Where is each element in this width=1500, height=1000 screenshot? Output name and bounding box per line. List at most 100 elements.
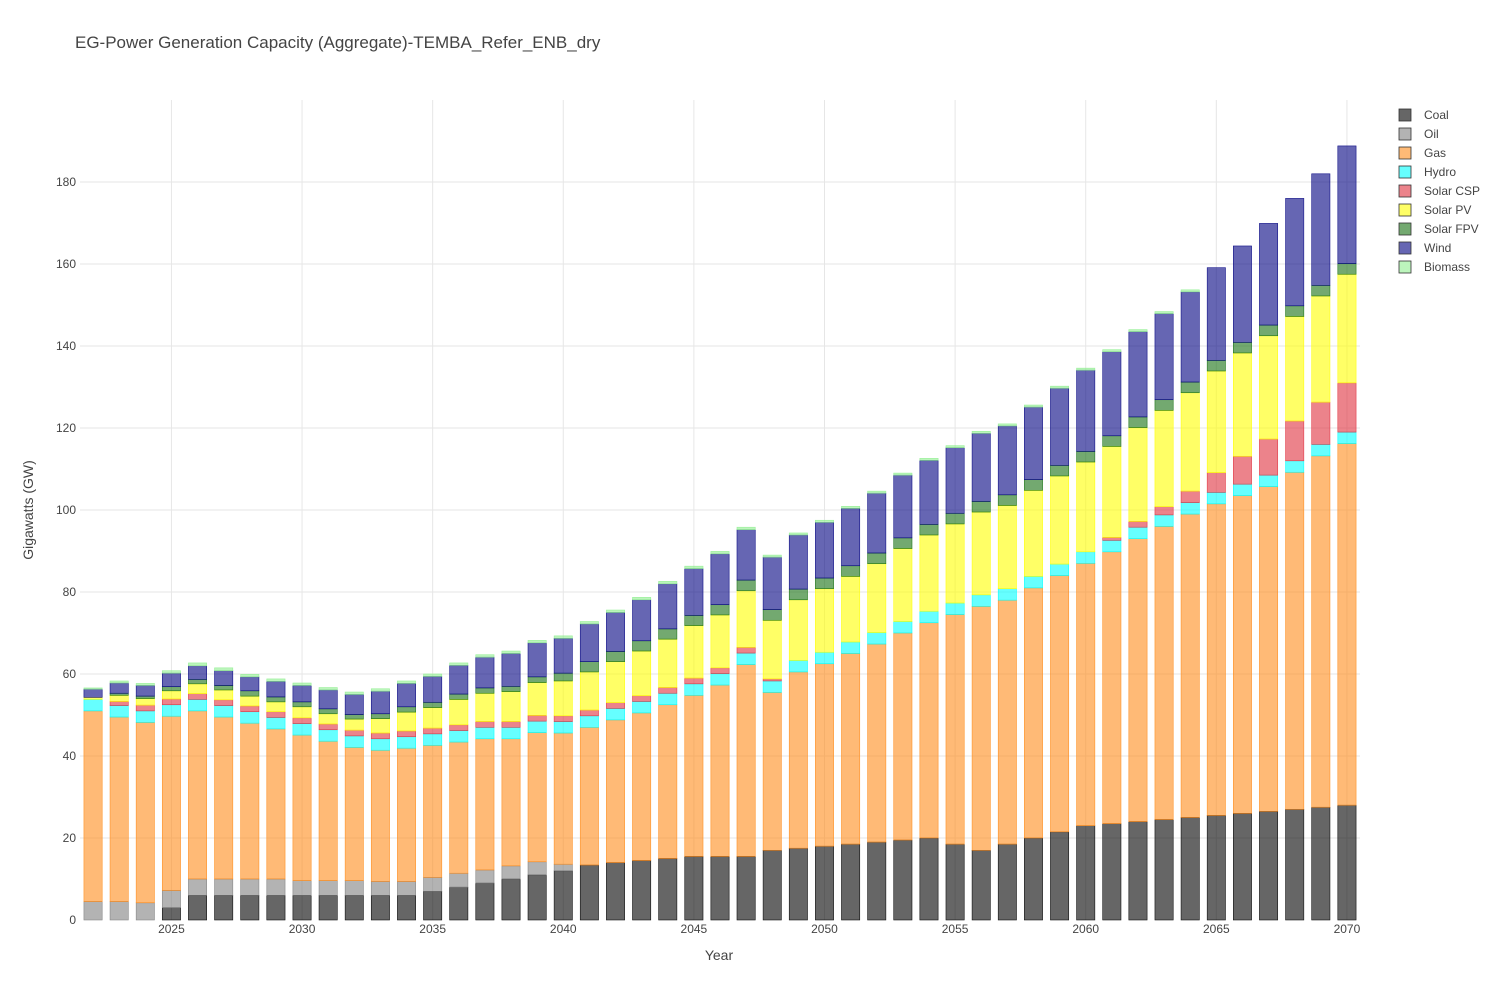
bar-coal-2034[interactable] bbox=[397, 895, 416, 921]
bar-hydro-2045[interactable] bbox=[684, 683, 704, 696]
bar-solar-fpv-2064[interactable] bbox=[1180, 381, 1200, 394]
bar-solar-pv-2058[interactable] bbox=[1024, 490, 1043, 577]
bar-gas-2035[interactable] bbox=[423, 745, 443, 878]
bar-biomass-2026[interactable] bbox=[188, 662, 207, 667]
bar-wind-2060[interactable] bbox=[1076, 369, 1096, 452]
bar-solar-fpv-2032[interactable] bbox=[344, 714, 364, 720]
bar-coal-2060[interactable] bbox=[1076, 825, 1096, 921]
bar-wind-2050[interactable] bbox=[815, 521, 834, 579]
bar-hydro-2036[interactable] bbox=[449, 730, 469, 743]
bar-coal-2044[interactable] bbox=[658, 858, 678, 921]
bar-biomass-2056[interactable] bbox=[971, 430, 991, 434]
bar-solar-pv-2033[interactable] bbox=[370, 718, 390, 734]
bar-wind-2036[interactable] bbox=[449, 665, 469, 695]
bar-solar-csp-2037[interactable] bbox=[475, 721, 495, 728]
bar-solar-csp-2048[interactable] bbox=[762, 678, 782, 682]
bar-oil-2034[interactable] bbox=[397, 881, 416, 896]
bar-wind-2046[interactable] bbox=[710, 553, 730, 606]
bar-solar-fpv-2047[interactable] bbox=[736, 579, 756, 592]
bar-gas-2068[interactable] bbox=[1285, 471, 1305, 810]
bar-solar-pv-2051[interactable] bbox=[841, 576, 861, 643]
bar-oil-2026[interactable] bbox=[188, 878, 207, 896]
bar-coal-2031[interactable] bbox=[318, 895, 338, 921]
bar-biomass-2024[interactable] bbox=[135, 683, 155, 686]
bar-wind-2038[interactable] bbox=[501, 653, 521, 687]
bar-hydro-2055[interactable] bbox=[945, 602, 965, 615]
bar-gas-2056[interactable] bbox=[971, 606, 991, 851]
bar-solar-pv-2036[interactable] bbox=[449, 699, 469, 726]
bar-solar-pv-2049[interactable] bbox=[788, 599, 808, 661]
bar-hydro-2039[interactable] bbox=[527, 720, 547, 733]
bar-solar-csp-2028[interactable] bbox=[240, 705, 260, 713]
bar-biomass-2022[interactable] bbox=[83, 687, 103, 690]
bar-wind-2051[interactable] bbox=[841, 508, 861, 567]
bar-solar-csp-2046[interactable] bbox=[710, 667, 730, 674]
bar-solar-pv-2042[interactable] bbox=[606, 661, 625, 704]
bar-solar-fpv-2065[interactable] bbox=[1206, 360, 1226, 372]
bar-gas-2024[interactable] bbox=[135, 722, 155, 904]
bar-solar-pv-2047[interactable] bbox=[736, 590, 756, 648]
bar-hydro-2043[interactable] bbox=[632, 701, 652, 714]
bar-solar-fpv-2059[interactable] bbox=[1050, 465, 1070, 477]
bar-biomass-2023[interactable] bbox=[109, 680, 129, 684]
bar-biomass-2044[interactable] bbox=[658, 581, 678, 585]
bar-hydro-2035[interactable] bbox=[423, 733, 443, 746]
bar-solar-fpv-2030[interactable] bbox=[292, 701, 312, 708]
bar-solar-csp-2027[interactable] bbox=[214, 699, 234, 706]
bar-solar-pv-2034[interactable] bbox=[397, 711, 416, 732]
bar-biomass-2038[interactable] bbox=[501, 650, 521, 654]
bar-solar-fpv-2041[interactable] bbox=[579, 661, 599, 673]
bar-wind-2023[interactable] bbox=[109, 682, 129, 694]
bar-hydro-2056[interactable] bbox=[971, 594, 991, 607]
bar-biomass-2032[interactable] bbox=[344, 691, 364, 695]
bar-hydro-2023[interactable] bbox=[109, 705, 129, 718]
bar-solar-pv-2054[interactable] bbox=[919, 534, 939, 612]
bar-solar-pv-2064[interactable] bbox=[1180, 392, 1200, 492]
bar-coal-2056[interactable] bbox=[971, 849, 991, 921]
bar-solar-fpv-2023[interactable] bbox=[109, 692, 129, 696]
bar-solar-csp-2032[interactable] bbox=[344, 729, 364, 737]
bar-hydro-2054[interactable] bbox=[919, 610, 939, 624]
bar-hydro-2057[interactable] bbox=[997, 588, 1017, 601]
legend-item-hydro[interactable]: Hydro bbox=[1398, 165, 1456, 179]
bar-gas-2044[interactable] bbox=[658, 704, 678, 859]
bar-oil-2036[interactable] bbox=[449, 872, 469, 888]
bar-solar-fpv-2040[interactable] bbox=[553, 672, 573, 682]
bar-gas-2034[interactable] bbox=[397, 747, 416, 882]
bar-solar-fpv-2026[interactable] bbox=[188, 679, 207, 685]
bar-coal-2048[interactable] bbox=[762, 849, 782, 921]
bar-wind-2045[interactable] bbox=[684, 568, 704, 616]
bar-gas-2030[interactable] bbox=[292, 734, 312, 881]
bar-gas-2064[interactable] bbox=[1180, 513, 1200, 818]
bar-coal-2039[interactable] bbox=[527, 874, 547, 921]
bar-solar-pv-2043[interactable] bbox=[632, 650, 652, 697]
bar-biomass-2036[interactable] bbox=[449, 662, 469, 666]
bar-solar-fpv-2029[interactable] bbox=[266, 696, 286, 703]
bar-biomass-2049[interactable] bbox=[788, 532, 808, 536]
bar-coal-2064[interactable] bbox=[1180, 817, 1200, 921]
bar-wind-2025[interactable] bbox=[161, 672, 181, 688]
bar-solar-pv-2056[interactable] bbox=[971, 511, 991, 596]
bar-solar-pv-2032[interactable] bbox=[344, 718, 364, 731]
bar-coal-2065[interactable] bbox=[1206, 815, 1226, 921]
bar-hydro-2059[interactable] bbox=[1050, 563, 1070, 576]
bar-gas-2025[interactable] bbox=[161, 715, 181, 891]
bar-coal-2052[interactable] bbox=[867, 841, 887, 921]
bar-solar-fpv-2044[interactable] bbox=[658, 628, 678, 640]
bar-oil-2040[interactable] bbox=[553, 863, 573, 872]
bar-wind-2022[interactable] bbox=[83, 688, 103, 698]
bar-solar-fpv-2051[interactable] bbox=[841, 565, 861, 577]
bar-gas-2061[interactable] bbox=[1102, 551, 1122, 824]
bar-wind-2026[interactable] bbox=[188, 665, 207, 680]
bar-oil-2031[interactable] bbox=[318, 880, 338, 896]
bar-gas-2050[interactable] bbox=[815, 663, 834, 847]
bar-oil-2023[interactable] bbox=[109, 901, 129, 921]
bar-solar-fpv-2049[interactable] bbox=[788, 588, 808, 601]
bar-biomass-2037[interactable] bbox=[475, 654, 495, 658]
bar-solar-fpv-2056[interactable] bbox=[971, 501, 991, 513]
bar-hydro-2065[interactable] bbox=[1206, 492, 1226, 505]
bar-biomass-2042[interactable] bbox=[606, 609, 625, 613]
bar-solar-fpv-2060[interactable] bbox=[1076, 451, 1096, 463]
bar-solar-fpv-2063[interactable] bbox=[1154, 399, 1174, 411]
legend-item-solar-fpv[interactable]: Solar FPV bbox=[1398, 222, 1479, 236]
